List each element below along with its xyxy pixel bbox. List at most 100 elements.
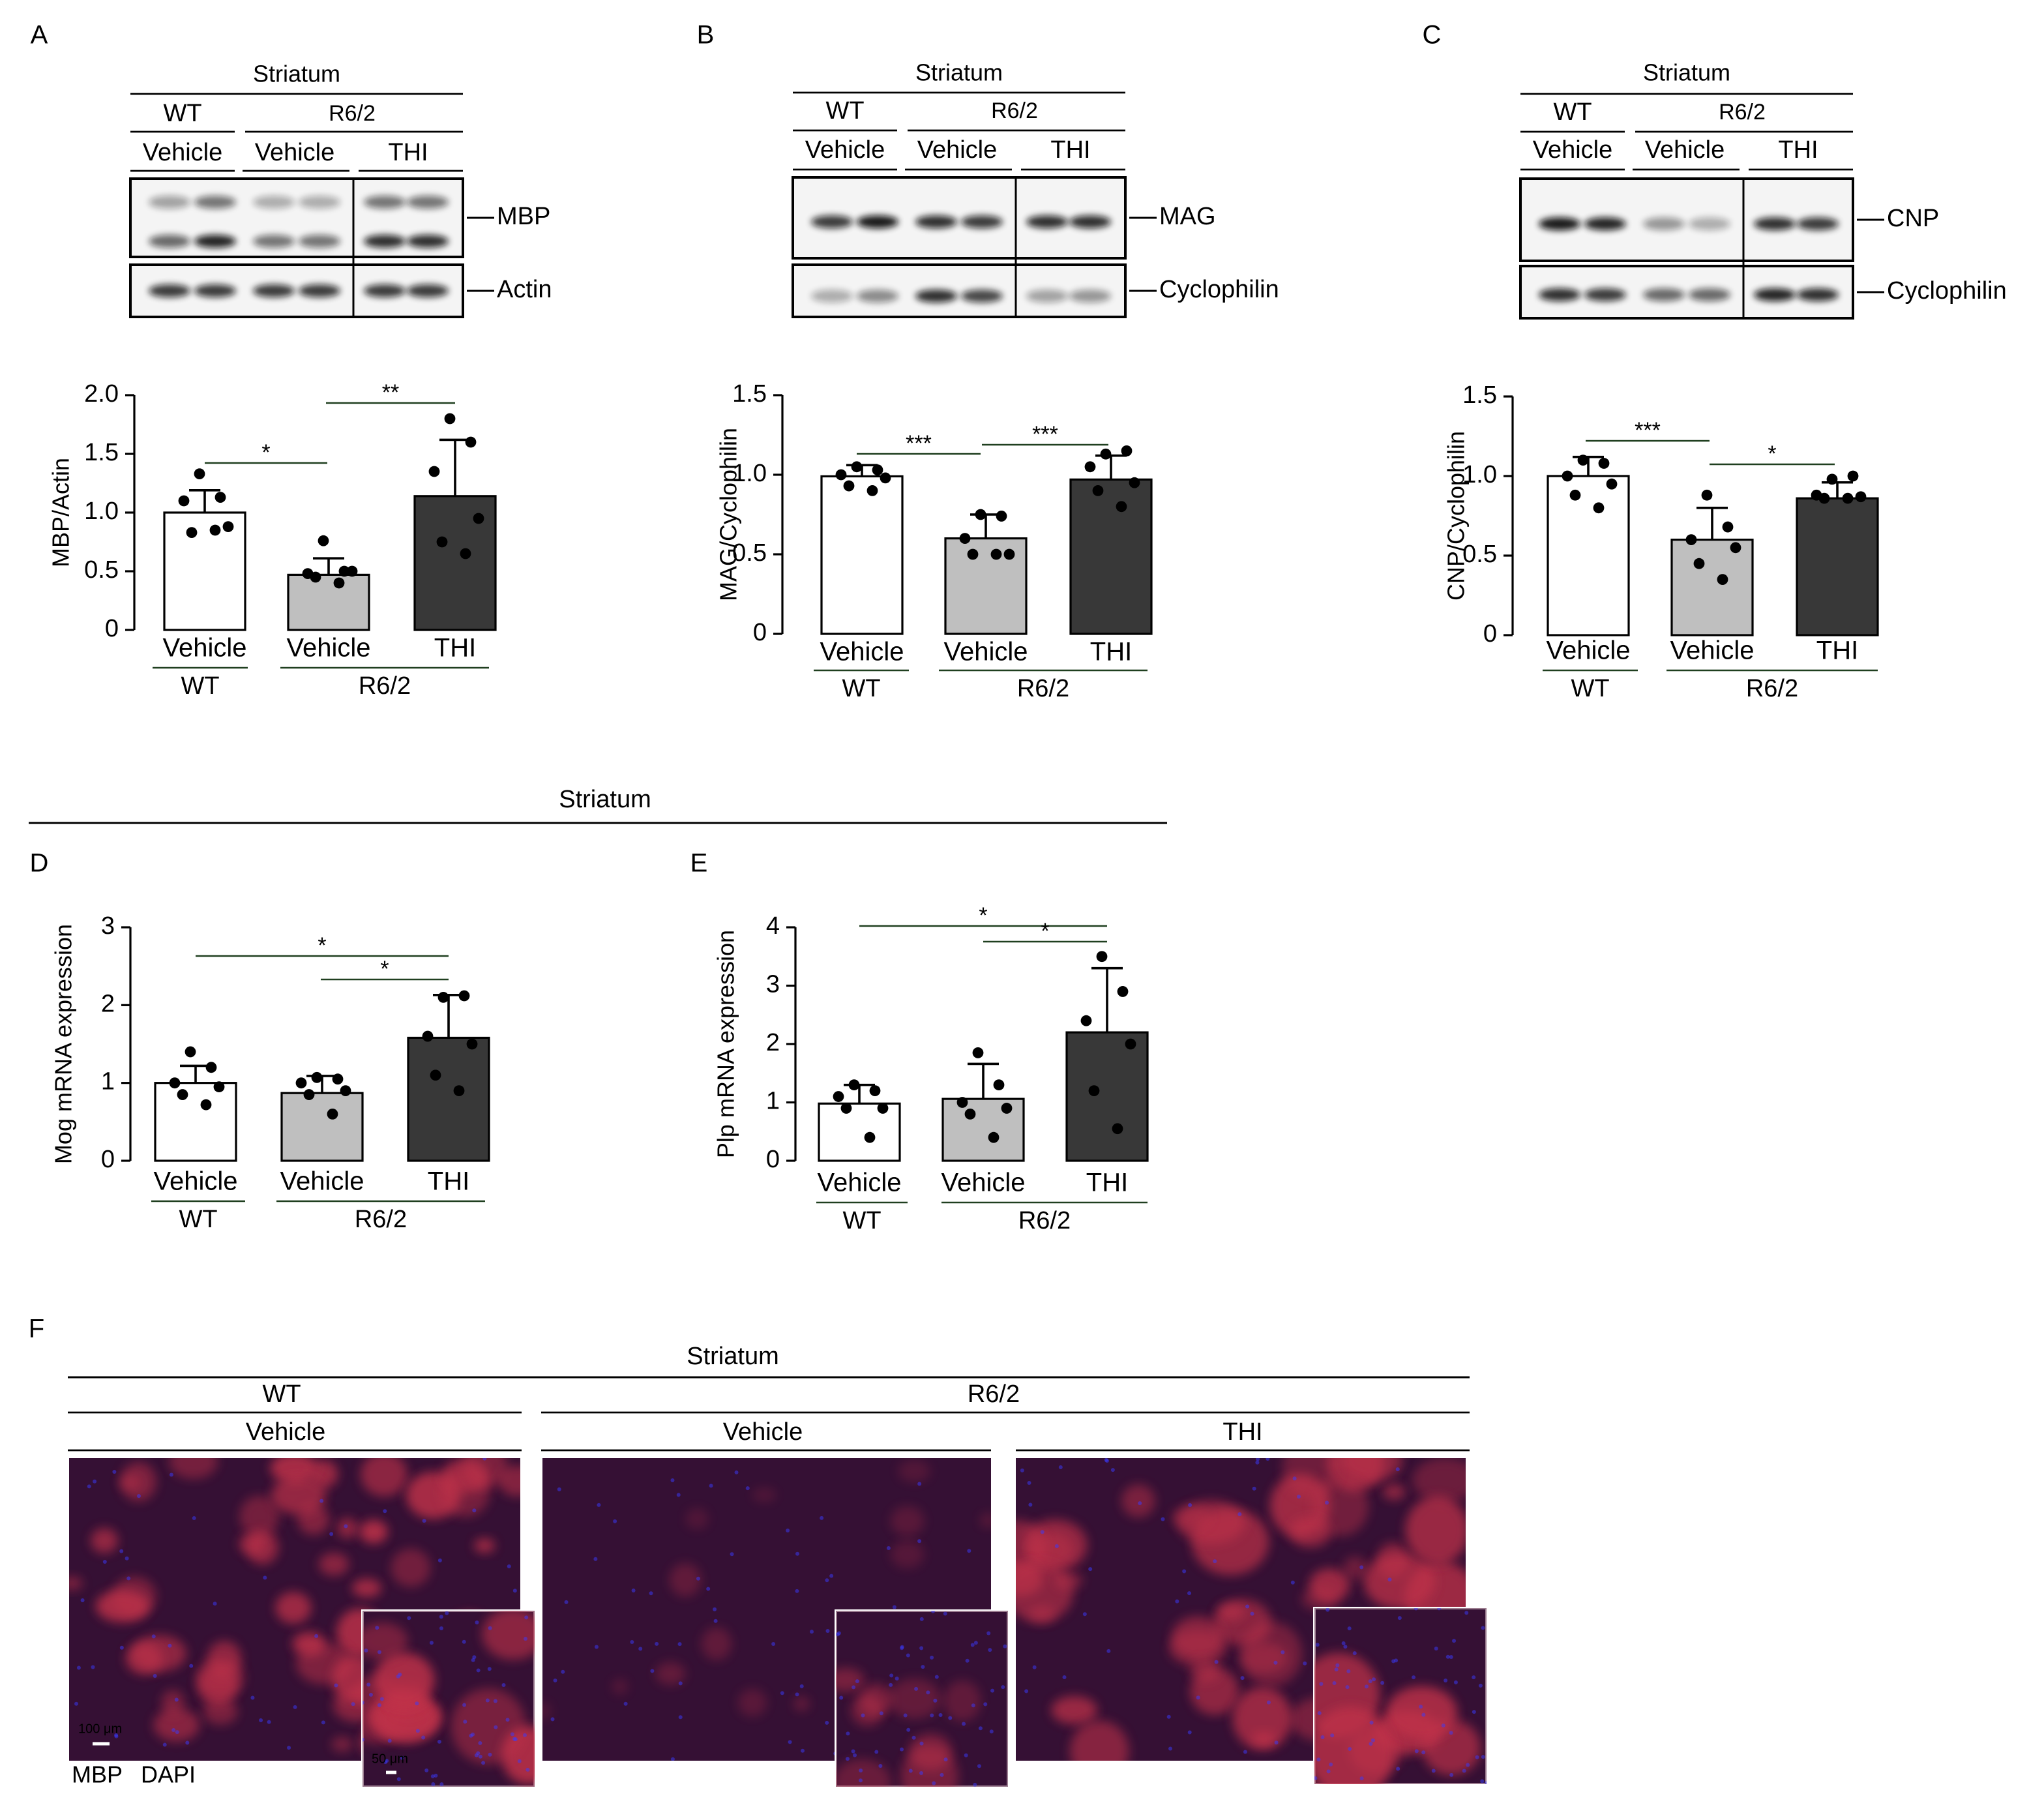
blot-band: [915, 290, 957, 303]
blot-region: Striatum: [253, 61, 340, 87]
nucleus: [1326, 1769, 1331, 1774]
nucleus: [1252, 1486, 1256, 1491]
significance-label: **: [382, 380, 399, 405]
nucleus: [917, 1539, 922, 1544]
nucleus: [1106, 1649, 1111, 1653]
nucleus: [387, 1739, 392, 1743]
nucleus: [1364, 1684, 1369, 1689]
bar: [1796, 497, 1879, 636]
nucleus: [1082, 1612, 1087, 1617]
nucleus: [1290, 1580, 1295, 1585]
nucleus: [524, 1615, 529, 1620]
nucleus: [87, 1484, 91, 1489]
nucleus: [287, 1746, 291, 1750]
y-tick-label: 0.5: [732, 539, 767, 567]
myelin-bundle: [91, 1528, 118, 1553]
nucleus: [1346, 1669, 1351, 1673]
nucleus: [709, 1484, 713, 1488]
micrograph-content: [1314, 1608, 1487, 1784]
y-tick-label: 0: [105, 615, 119, 642]
data-point: [1701, 489, 1713, 501]
y-tick-label: 0: [753, 619, 767, 646]
data-point: [200, 1099, 212, 1111]
nucleus: [471, 1658, 475, 1662]
myelin-bundle: [169, 1458, 218, 1479]
y-tick-label: 2: [101, 990, 115, 1017]
nucleus: [930, 1655, 934, 1660]
nucleus: [677, 1642, 682, 1647]
data-point: [1125, 1038, 1136, 1050]
nucleus: [91, 1665, 95, 1669]
nucleus: [713, 1619, 718, 1623]
nucleus: [1464, 1611, 1469, 1615]
nucleus: [938, 1712, 943, 1717]
data-point: [430, 1069, 441, 1081]
nucleus: [1243, 1750, 1247, 1754]
x-tick-label: Vehicle: [1670, 636, 1755, 665]
data-point: [1116, 501, 1127, 513]
blot-band: [1069, 215, 1111, 229]
nucleus: [989, 1729, 994, 1734]
data-point: [222, 521, 234, 532]
nucleus: [396, 1777, 401, 1782]
data-point: [877, 1103, 889, 1114]
nucleus: [1062, 1675, 1067, 1680]
y-axis-label: Plp mRNA expression: [713, 930, 739, 1158]
significance-label: *: [380, 957, 389, 981]
data-point: [1826, 473, 1838, 485]
nucleus: [1434, 1647, 1438, 1651]
y-tick-label: 0: [766, 1146, 780, 1173]
nucleus: [377, 1650, 381, 1654]
nucleus: [1368, 1679, 1372, 1684]
nucleus: [745, 1486, 750, 1491]
data-point: [1084, 461, 1096, 473]
nucleus: [879, 1711, 883, 1716]
nucleus: [368, 1692, 373, 1697]
nucleus: [943, 1611, 947, 1616]
myelin-bundle: [909, 1733, 953, 1770]
nucleus: [977, 1764, 981, 1769]
blot-band: [811, 290, 853, 303]
nucleus: [1387, 1577, 1392, 1582]
data-point: [1855, 491, 1867, 503]
myelin-bundle: [474, 1538, 496, 1553]
nucleus: [1237, 1512, 1242, 1516]
nucleus: [1369, 1742, 1373, 1746]
myelin-bundle: [1172, 1505, 1211, 1529]
group-label: R6/2: [355, 1206, 407, 1233]
blot-protein: MBP: [497, 203, 550, 230]
blot-treatment: Vehicle: [1645, 136, 1725, 164]
myelin-bundle: [836, 1667, 865, 1692]
nucleus: [1449, 1772, 1454, 1777]
blot-band: [915, 215, 957, 229]
nucleus: [825, 1628, 830, 1633]
data-point: [437, 992, 449, 1003]
nucleus: [903, 1713, 908, 1718]
data-point: [311, 1071, 323, 1083]
data-point: [1577, 455, 1589, 466]
nucleus: [967, 1549, 971, 1553]
nucleus: [385, 1759, 389, 1763]
data-point: [169, 1077, 181, 1089]
nucleus: [1266, 1458, 1270, 1461]
myelin-bundle: [1054, 1571, 1083, 1590]
bar: [944, 537, 1028, 635]
y-tick-label: 0: [1483, 620, 1497, 648]
data-point: [295, 1077, 307, 1089]
nucleus: [510, 1732, 514, 1737]
nucleus: [1452, 1639, 1457, 1643]
significance-label: *: [1041, 919, 1049, 944]
blot-band: [407, 284, 449, 297]
y-axis-label: MAG/Cyclophilin: [715, 428, 742, 601]
nucleus: [889, 1673, 894, 1678]
nucleus: [820, 1516, 824, 1520]
group-label: R6/2: [1018, 1207, 1071, 1234]
nucleus: [136, 1494, 141, 1499]
nucleus: [678, 1715, 683, 1720]
nucleus: [630, 1639, 634, 1644]
nucleus: [485, 1698, 490, 1703]
nucleus: [623, 1701, 628, 1706]
nucleus: [809, 1630, 814, 1634]
y-tick-label: 1.0: [732, 460, 767, 487]
nucleus: [488, 1752, 492, 1757]
